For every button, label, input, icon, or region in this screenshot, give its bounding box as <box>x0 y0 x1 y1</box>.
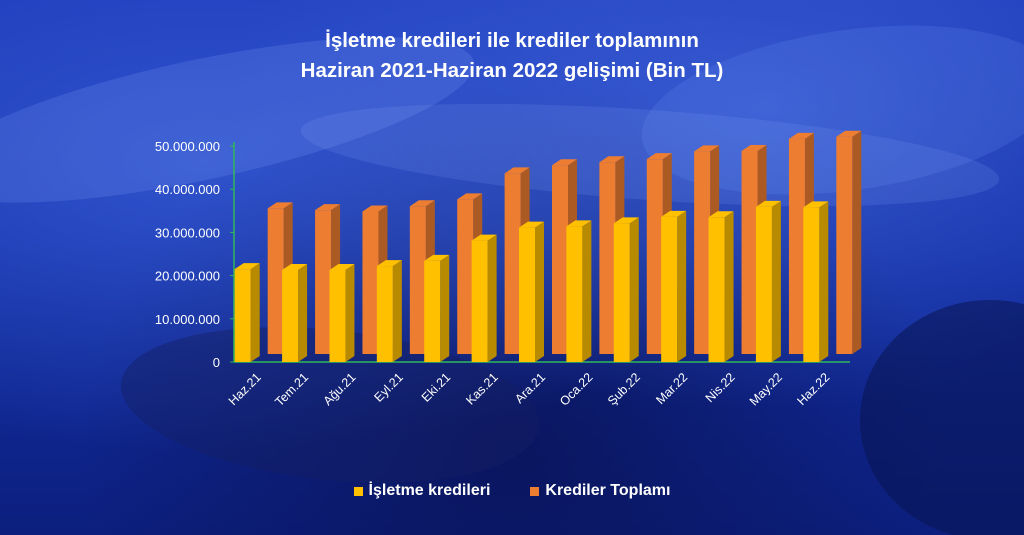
bar-total-loans <box>552 165 568 354</box>
bar-side-business-loans <box>724 211 734 362</box>
bar-business-loans <box>613 223 630 362</box>
bar-side-business-loans <box>582 220 592 362</box>
bar-total-loans <box>409 206 426 354</box>
x-tick-label: Oca.22 <box>557 370 595 408</box>
bar-top-total-loans <box>741 144 767 151</box>
y-tick-label: 40.000.000 <box>155 182 220 197</box>
bar-top-business-loans <box>282 263 308 270</box>
bar-total-loans <box>694 151 711 354</box>
bar-business-loans <box>566 226 583 362</box>
bar-top-total-loans <box>694 145 720 152</box>
bar-business-loans <box>329 269 346 362</box>
y-tick-label: 10.000.000 <box>155 312 220 327</box>
bar-total-loans <box>267 208 284 354</box>
y-tick-label: 30.000.000 <box>155 225 220 240</box>
bar-top-total-loans <box>836 130 862 137</box>
bar-side-business-loans <box>677 210 687 362</box>
bar-top-total-loans <box>315 204 341 211</box>
bar-top-total-loans <box>362 205 388 212</box>
chart-title-line-1: İşletme kredileri ile krediler toplamını… <box>325 29 699 52</box>
bar-top-total-loans <box>504 167 530 174</box>
bar-top-business-loans <box>424 254 450 261</box>
bar-side-business-loans <box>535 221 544 362</box>
x-tick-label: Ara.21 <box>512 370 548 406</box>
bar-total-loans <box>788 138 805 354</box>
x-tick-label: Tem.21 <box>272 370 311 409</box>
bar-business-loans <box>471 240 488 362</box>
y-tick-label: 20.000.000 <box>155 269 220 284</box>
x-tick-label: Eki.21 <box>419 370 453 404</box>
bar-total-loans <box>457 199 474 354</box>
bar-top-business-loans <box>613 217 639 224</box>
bar-top-business-loans <box>519 221 544 228</box>
bar-top-total-loans <box>552 159 577 166</box>
bar-side-business-loans <box>345 263 355 362</box>
legend-label-business-loans: İşletme kredileri <box>368 482 491 499</box>
x-tick-label: Kas.21 <box>463 370 500 407</box>
legend-swatch-business-loans <box>353 486 363 496</box>
bar-side-business-loans <box>440 254 450 362</box>
bar-top-business-loans <box>803 201 829 208</box>
x-tick-label: May.22 <box>747 370 785 408</box>
bar-top-total-loans <box>457 193 483 200</box>
bar-side-business-loans <box>771 200 781 362</box>
bar-top-total-loans <box>788 132 814 139</box>
legend-label-total-loans: Krediler Toplamı <box>545 482 671 499</box>
y-tick-label: 50.000.000 <box>155 139 220 154</box>
bar-top-business-loans <box>708 211 734 218</box>
legend-item-business-loans: İşletme kredileri <box>353 482 491 500</box>
bar-top-total-loans <box>409 200 435 207</box>
bar-top-business-loans <box>234 263 260 270</box>
bar-total-loans <box>504 173 521 354</box>
x-tick-label: Haz.21 <box>226 370 264 408</box>
chart-title: İşletme kredileri ile krediler toplamını… <box>0 26 1024 86</box>
legend-item-total-loans: Krediler Toplamı <box>530 482 670 500</box>
x-tick-label: Eyl.21 <box>371 370 405 404</box>
bar-total-loans <box>362 211 379 354</box>
bar-business-loans <box>755 206 772 362</box>
bar-business-loans <box>376 266 393 362</box>
legend: İşletme kredileri Krediler Toplamı <box>0 482 1024 500</box>
bar-side-business-loans <box>629 217 639 362</box>
bar-top-total-loans <box>646 153 672 160</box>
bar-business-loans <box>708 217 725 362</box>
bar-side-total-loans <box>852 130 862 354</box>
bar-business-loans <box>282 269 299 362</box>
legend-swatch-total-loans <box>530 486 540 496</box>
bar-side-business-loans <box>392 260 402 362</box>
bar-top-business-loans <box>471 234 497 241</box>
x-tick-label: Mar.22 <box>653 370 690 407</box>
x-tick-label: Şub.22 <box>605 370 643 408</box>
bar-business-loans <box>234 269 251 362</box>
bar-business-loans <box>424 260 441 362</box>
bar-business-loans <box>519 227 535 362</box>
bar-side-business-loans <box>298 263 308 362</box>
bar-side-business-loans <box>250 263 260 362</box>
bar-business-loans <box>803 207 820 362</box>
bar-total-loans <box>741 150 758 354</box>
y-tick-label: 0 <box>213 355 220 370</box>
bar-total-loans <box>646 159 663 354</box>
bar-top-total-loans <box>599 156 625 163</box>
bar-side-business-loans <box>487 234 497 362</box>
bar-total-loans <box>836 136 853 354</box>
x-tick-label: Nis.22 <box>703 370 738 405</box>
x-tick-label: Ağu.21 <box>321 370 359 408</box>
bar-top-business-loans <box>376 260 402 267</box>
x-tick-label: Haz.22 <box>795 370 833 408</box>
bar-side-business-loans <box>819 201 829 362</box>
bar-total-loans <box>599 162 616 354</box>
bar-total-loans <box>315 210 332 354</box>
bar-top-business-loans <box>661 210 687 217</box>
bar-business-loans <box>661 216 678 362</box>
bar-top-business-loans <box>755 200 781 207</box>
chart-title-line-2: Haziran 2021-Haziran 2022 gelişimi (Bin … <box>300 59 724 82</box>
bar-top-total-loans <box>267 202 293 209</box>
bar-top-business-loans <box>566 220 592 227</box>
bar-top-business-loans <box>329 263 355 270</box>
